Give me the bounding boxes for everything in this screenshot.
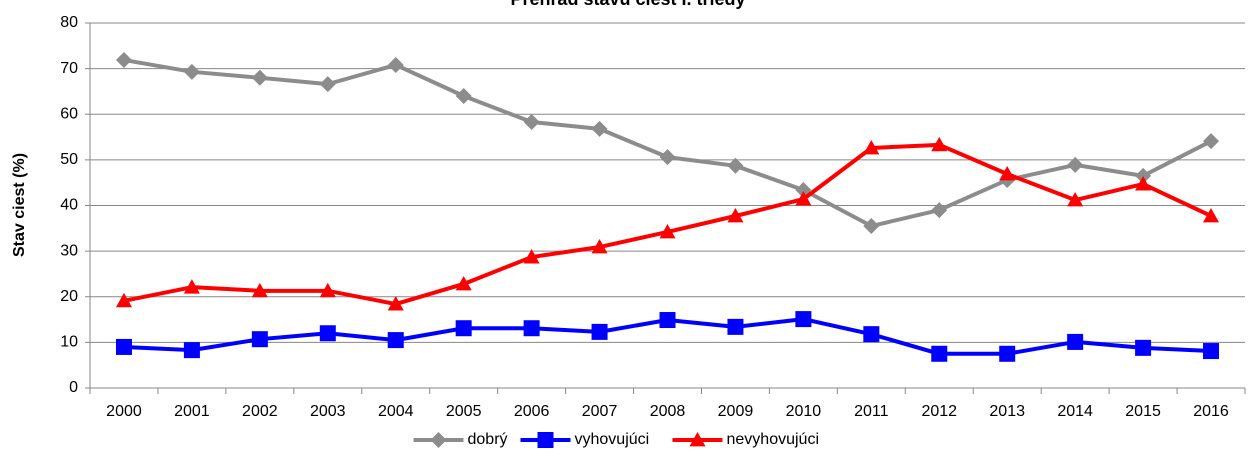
x-tick-label: 2001 [174, 403, 210, 420]
marker [659, 312, 676, 329]
y-tick-label: 80 [60, 14, 78, 31]
marker [863, 326, 880, 343]
y-tick-label: 70 [60, 60, 78, 77]
marker [183, 342, 200, 359]
y-axis-label: Stav ciest (%) [11, 153, 28, 257]
marker [251, 331, 268, 348]
marker [689, 432, 706, 447]
marker [523, 114, 540, 131]
x-tick-label: 2009 [718, 403, 754, 420]
x-tick-label: 2003 [310, 403, 346, 420]
marker [251, 282, 268, 298]
marker [1203, 133, 1220, 150]
x-tick-label: 2011 [854, 403, 889, 420]
marker [1203, 343, 1220, 360]
marker [251, 69, 268, 86]
x-tick-label: 2000 [106, 403, 142, 420]
legend-label: nevyhovujúci [727, 431, 820, 448]
marker [183, 279, 200, 294]
marker [387, 56, 404, 73]
x-tick-label: 2013 [989, 403, 1025, 420]
marker [1067, 333, 1084, 350]
marker [537, 432, 554, 448]
legend-label: dobrý [468, 431, 508, 448]
y-tick-label: 30 [60, 242, 78, 259]
x-tick-label: 2004 [378, 403, 414, 420]
x-tick-label: 2007 [582, 403, 618, 420]
x-tick-label: 2012 [921, 403, 957, 420]
marker [931, 136, 948, 152]
marker [591, 239, 608, 254]
marker [1135, 167, 1152, 184]
marker [523, 320, 540, 337]
marker [1067, 156, 1084, 173]
marker [727, 157, 744, 174]
marker [999, 345, 1016, 362]
x-tick-label: 2008 [650, 403, 686, 420]
marker [387, 332, 404, 349]
y-tick-label: 40 [60, 197, 78, 214]
y-tick-label: 60 [60, 105, 78, 122]
x-tick-label: 2015 [1125, 403, 1161, 420]
marker [727, 318, 744, 335]
legend-label: vyhovujúci [575, 431, 650, 448]
marker [387, 296, 404, 311]
x-tick-label: 2002 [242, 403, 278, 420]
marker [319, 282, 336, 298]
y-tick-label: 10 [60, 334, 78, 351]
y-tick-label: 20 [60, 288, 78, 305]
marker [795, 191, 812, 206]
marker [863, 218, 880, 235]
marker [523, 249, 540, 264]
marker [795, 311, 812, 328]
x-tick-label: 2006 [514, 403, 550, 420]
marker [863, 140, 880, 155]
marker [455, 88, 472, 104]
chart-title: Prehľad stavu ciest I. triedy [510, 0, 745, 9]
marker [1203, 207, 1220, 223]
marker [115, 338, 132, 355]
x-tick-label: 2010 [786, 403, 822, 420]
marker [183, 63, 200, 80]
marker [1135, 339, 1152, 356]
series-line [123, 57, 1212, 229]
marker [931, 345, 948, 362]
y-tick-label: 50 [60, 151, 78, 168]
marker [999, 166, 1016, 181]
marker [659, 149, 676, 166]
marker [591, 120, 608, 137]
marker [659, 223, 676, 239]
marker [319, 325, 336, 342]
marker [115, 292, 132, 308]
marker [319, 76, 336, 93]
x-tick-label: 2016 [1193, 403, 1229, 420]
marker [931, 202, 948, 219]
x-tick-label: 2014 [1057, 403, 1093, 420]
y-tick-label: 0 [69, 379, 78, 396]
marker [115, 51, 132, 68]
marker [1135, 176, 1152, 191]
marker [1067, 192, 1084, 207]
marker [430, 432, 447, 448]
marker [455, 320, 472, 337]
marker [455, 275, 472, 291]
marker [591, 323, 608, 340]
marker [727, 207, 744, 223]
x-tick-label: 2005 [446, 403, 482, 420]
